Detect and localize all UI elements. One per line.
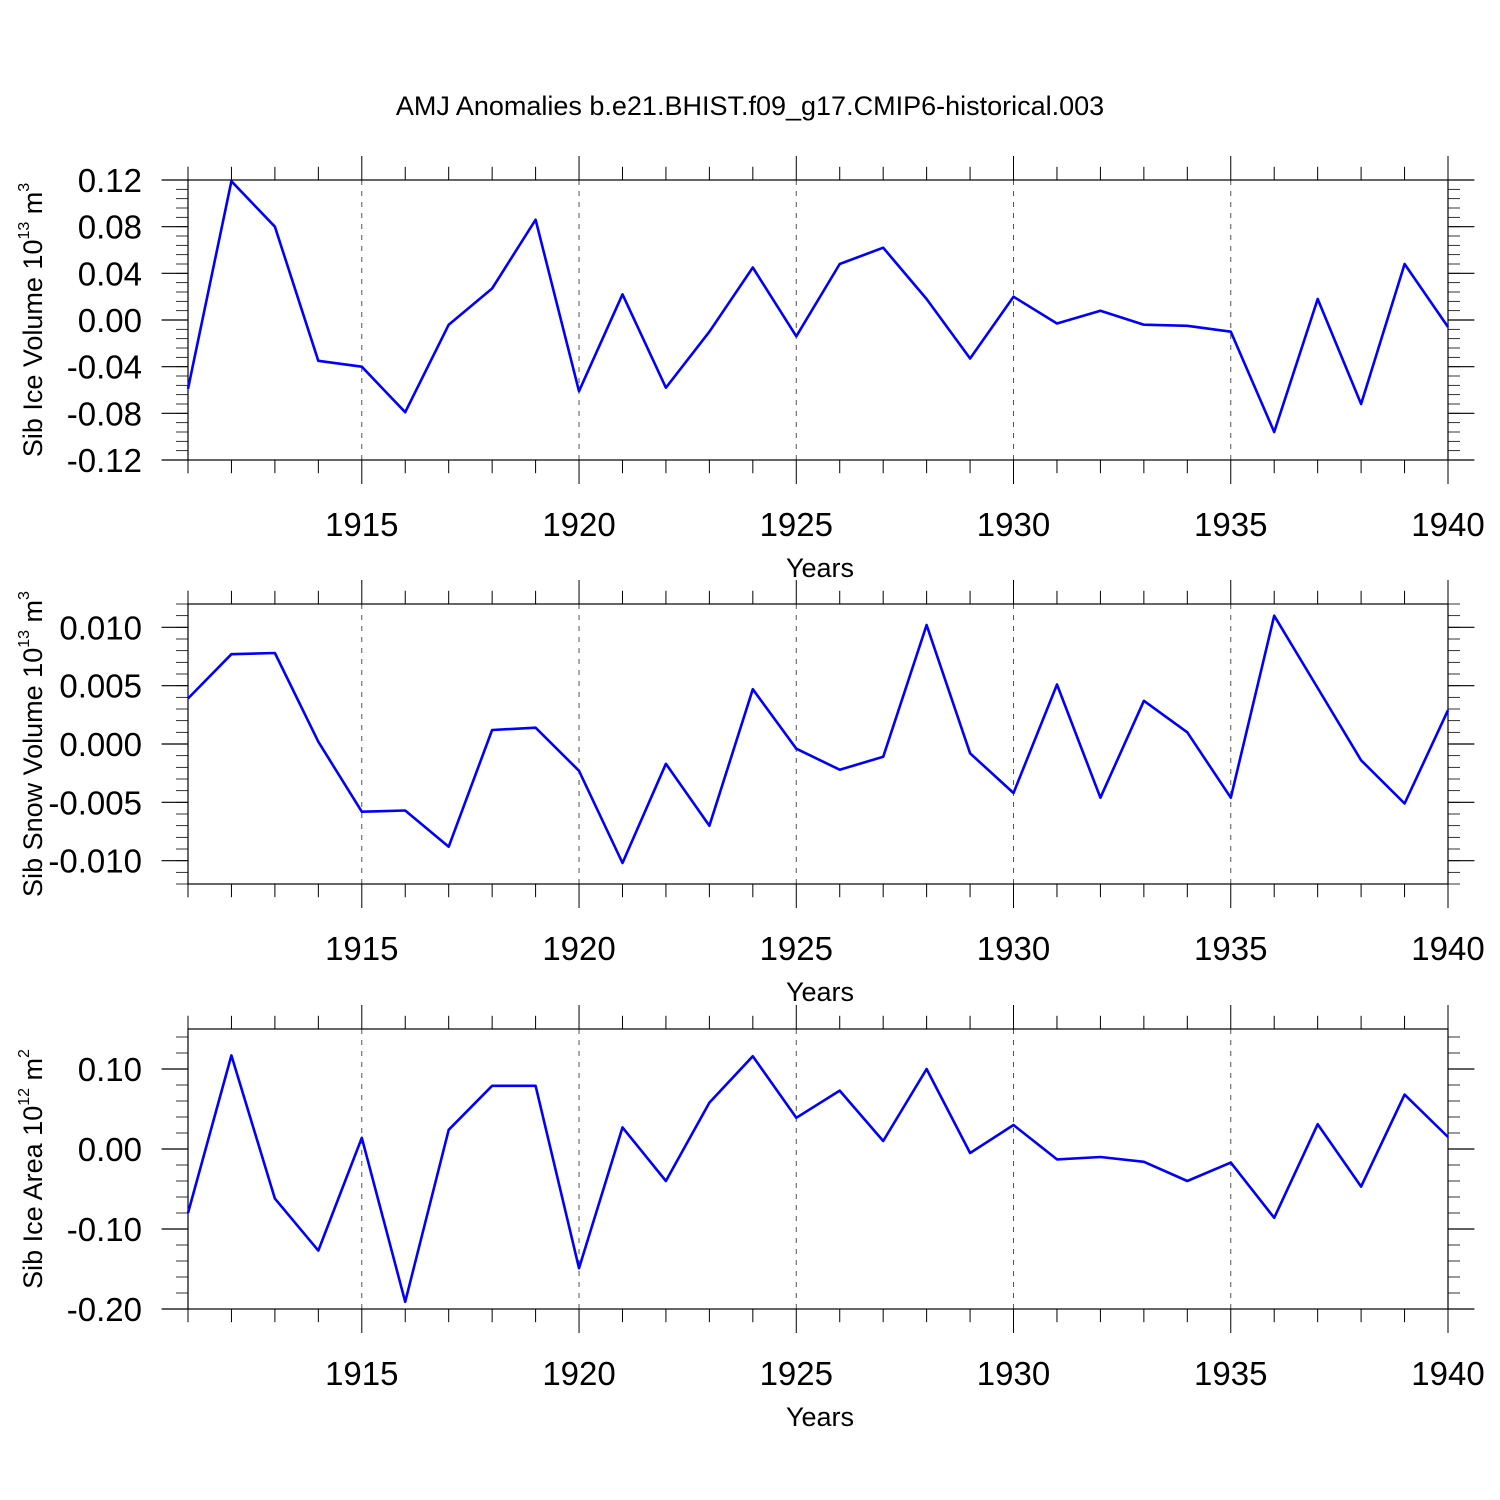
series-line	[187, 614, 1450, 865]
x-tick-label: 1920	[542, 1355, 615, 1392]
y-axis-label: Sib Ice Area 1012 m2	[16, 1049, 48, 1289]
x-tick-label: 1915	[325, 1355, 398, 1392]
x-tick-label: 1940	[1411, 1355, 1484, 1392]
y-tick-label: -0.04	[67, 349, 142, 386]
x-tick-label: 1925	[760, 1355, 833, 1392]
y-tick-label: -0.20	[67, 1291, 142, 1328]
x-axis-label: Years	[786, 977, 854, 1007]
x-tick-label: 1930	[977, 930, 1050, 967]
chart-title: AMJ Anomalies b.e21.BHIST.f09_g17.CMIP6-…	[396, 91, 1104, 121]
y-tick-label: 0.08	[78, 209, 142, 246]
x-tick-label: 1925	[760, 506, 833, 543]
series-line	[186, 1054, 1449, 1304]
x-tick-label: 1930	[977, 506, 1050, 543]
panel-3: -0.20 -0.10 0.00 0.10 1915 1920 1925 1930 1935 19…	[16, 1005, 1485, 1432]
x-tick-label: 1940	[1411, 506, 1484, 543]
y-tick-label: 0.00	[78, 302, 142, 339]
x-axis-label: Years	[786, 553, 854, 583]
x-tick-label: 1940	[1411, 930, 1484, 967]
y-tick-label: -0.10	[67, 1211, 142, 1248]
panel-1: -0.12 -0.08 -0.04 0.00 0.04 0.08 0.12 1915 1920 1…	[16, 156, 1485, 583]
x-tick-label: 1925	[760, 930, 833, 967]
y-axis-label: Sib Snow Volume 1013 m3	[16, 591, 48, 897]
chart-panels: -0.12 -0.08 -0.04 0.00 0.04 0.08 0.12 1915 1920 1…	[16, 156, 1485, 1432]
x-tick-label: 1935	[1194, 1355, 1267, 1392]
plot-frame	[187, 1028, 1449, 1310]
y-tick-label: 0.04	[78, 255, 142, 292]
y-tick-label: 0.12	[78, 162, 142, 199]
y-axis-label: Sib Ice Volume 1013 m3	[16, 183, 48, 457]
y-tick-label: 0.000	[59, 726, 142, 763]
y-tick-label: 0.10	[78, 1051, 142, 1088]
x-tick-label: 1920	[542, 930, 615, 967]
x-tick-label: 1915	[325, 506, 398, 543]
y-tick-label: 0.005	[59, 668, 142, 705]
x-tick-label: 1935	[1194, 506, 1267, 543]
y-tick-label: -0.08	[67, 395, 142, 432]
y-tick-label: 0.010	[59, 609, 142, 646]
x-axis-label: Years	[786, 1402, 854, 1432]
series-line	[186, 179, 1450, 434]
x-tick-label: 1915	[325, 930, 398, 967]
x-tick-label: 1920	[542, 506, 615, 543]
x-tick-label: 1935	[1194, 930, 1267, 967]
x-tick-label: 1930	[977, 1355, 1050, 1392]
y-tick-label: -0.12	[67, 442, 142, 479]
y-tick-label: -0.005	[48, 784, 142, 821]
y-tick-label: 0.00	[78, 1131, 142, 1168]
plot-frame	[187, 179, 1449, 461]
panel-2: -0.010 -0.005 0.000 0.005 0.010 1915 1920 1925 1…	[16, 580, 1485, 1007]
y-tick-label: -0.010	[48, 843, 142, 880]
plot-frame	[187, 603, 1449, 885]
